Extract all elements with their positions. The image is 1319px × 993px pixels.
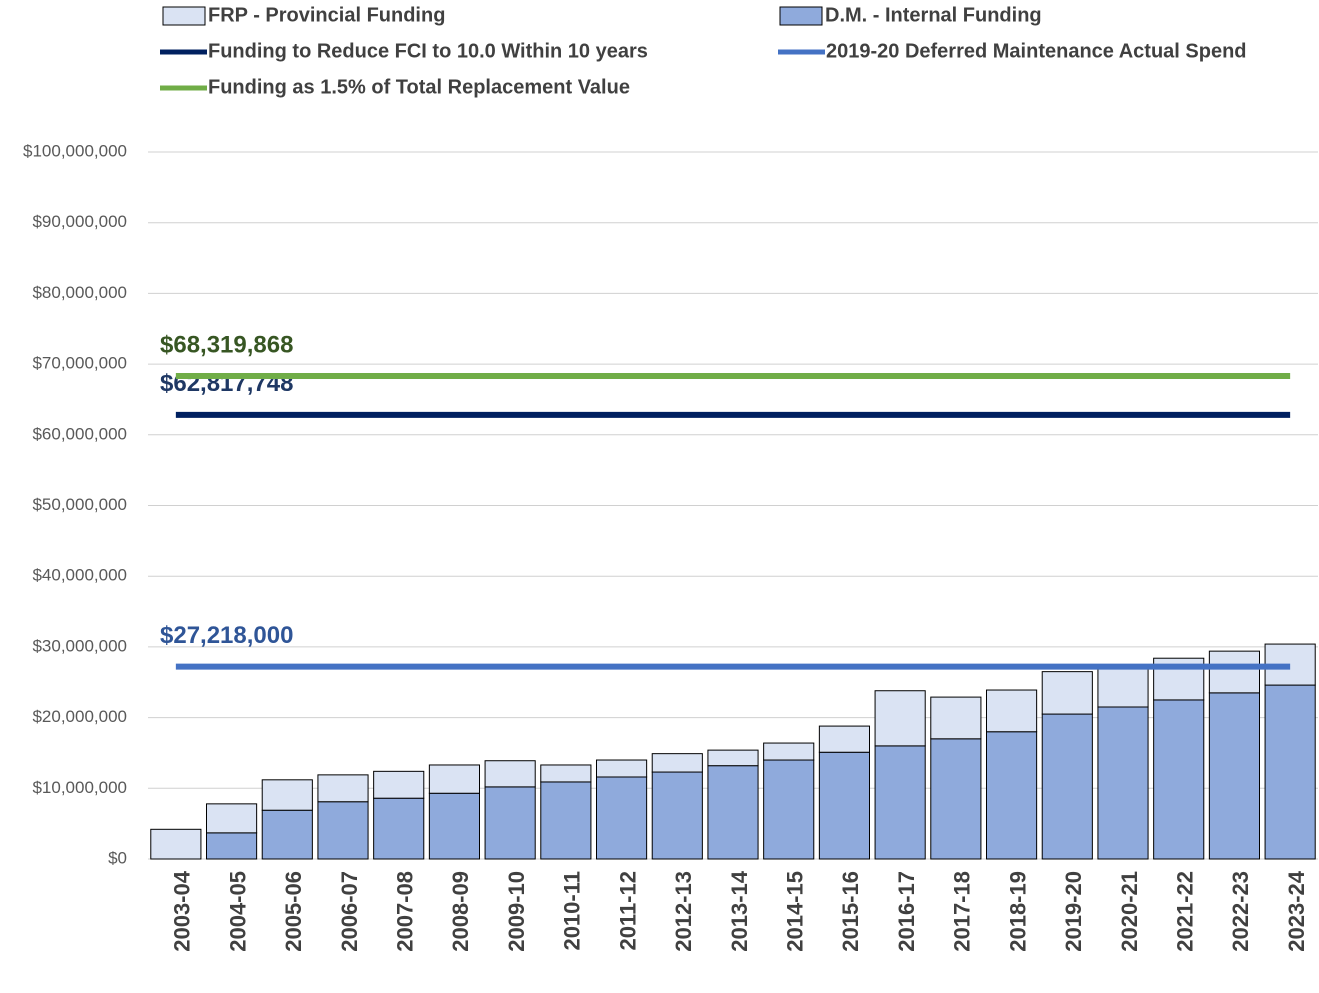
x-tick-label: 2018-19 bbox=[1005, 871, 1030, 952]
y-tick-label: $90,000,000 bbox=[32, 212, 127, 231]
y-tick-label: $50,000,000 bbox=[32, 495, 127, 514]
x-tick-label: 2013-14 bbox=[727, 870, 752, 952]
y-tick-label: $10,000,000 bbox=[32, 778, 127, 797]
y-tick-label: $60,000,000 bbox=[32, 424, 127, 443]
x-tick-label: 2010-11 bbox=[560, 871, 585, 951]
y-tick-label: $0 bbox=[108, 848, 127, 867]
x-tick-label: 2005-06 bbox=[281, 871, 306, 952]
bar-segment bbox=[818, 751, 870, 860]
x-tick-label: 2017-18 bbox=[950, 871, 975, 952]
legend-swatch bbox=[162, 6, 206, 26]
bar-segment bbox=[206, 832, 258, 860]
bar-segment bbox=[1097, 665, 1149, 708]
x-tick-label: 2003-04 bbox=[170, 870, 195, 952]
bar-segment bbox=[428, 792, 481, 860]
legend-label: Funding to Reduce FCI to 10.0 Within 10 … bbox=[208, 40, 648, 62]
bar-segment bbox=[1041, 713, 1093, 860]
bar-segment bbox=[707, 765, 759, 860]
y-tick-label: $70,000,000 bbox=[32, 354, 127, 373]
x-tick-label: 2015-16 bbox=[838, 871, 863, 952]
bar-segment bbox=[651, 753, 703, 773]
bar-segment bbox=[484, 760, 536, 788]
bar-segment bbox=[1208, 692, 1261, 860]
bar-segment bbox=[540, 781, 592, 860]
x-tick-label: 2020-21 bbox=[1117, 871, 1142, 952]
x-tick-label: 2014-15 bbox=[783, 871, 808, 952]
x-tick-label: 2019-20 bbox=[1061, 871, 1086, 952]
bar-segment bbox=[707, 749, 759, 767]
legend-swatch bbox=[779, 6, 823, 26]
x-tick-label: 2007-08 bbox=[393, 871, 418, 952]
bar-segment bbox=[818, 725, 870, 753]
bar-segment bbox=[986, 689, 1038, 733]
x-tick-label: 2023-24 bbox=[1284, 870, 1309, 952]
bar-segment bbox=[317, 774, 369, 803]
bar-segment bbox=[763, 742, 815, 761]
bar-segment bbox=[540, 764, 592, 783]
legend-label: 2019-20 Deferred Maintenance Actual Spen… bbox=[826, 40, 1247, 62]
y-tick-label: $30,000,000 bbox=[32, 636, 127, 655]
bar-segment bbox=[317, 801, 369, 860]
x-tick-label: 2006-07 bbox=[337, 871, 362, 952]
bar-segment bbox=[930, 738, 982, 860]
x-tick-label: 2011-12 bbox=[615, 871, 640, 951]
bar-segment bbox=[373, 770, 425, 799]
bar-segment bbox=[261, 809, 313, 860]
reference-label: $27,218,000 bbox=[160, 622, 293, 649]
bar-segment bbox=[484, 786, 536, 860]
legend-label: D.M. - Internal Funding bbox=[825, 4, 1042, 26]
bar-segment bbox=[1153, 699, 1205, 860]
x-tick-label: 2009-10 bbox=[504, 871, 529, 952]
legend-label: FRP - Provincial Funding bbox=[208, 4, 445, 26]
x-tick-label: 2008-09 bbox=[448, 871, 473, 952]
bar-segment bbox=[1097, 706, 1149, 860]
y-tick-label: $40,000,000 bbox=[32, 566, 127, 585]
x-tick-label: 2022-23 bbox=[1228, 871, 1253, 952]
bar-segment bbox=[596, 759, 648, 778]
bar-segment bbox=[1041, 671, 1093, 715]
x-tick-label: 2016-17 bbox=[894, 871, 919, 952]
legend-label: Funding as 1.5% of Total Replacement Val… bbox=[208, 76, 630, 98]
y-tick-label: $20,000,000 bbox=[32, 707, 127, 726]
x-tick-label: 2012-13 bbox=[671, 871, 696, 952]
bar-segment bbox=[651, 771, 703, 860]
bar-segment bbox=[261, 779, 313, 811]
bar-segment bbox=[986, 731, 1038, 860]
bar-segment bbox=[428, 764, 481, 794]
bar-segment bbox=[1264, 684, 1316, 860]
bar-segment bbox=[874, 745, 926, 860]
bar-segment bbox=[763, 759, 815, 860]
y-tick-label: $100,000,000 bbox=[23, 141, 127, 160]
bar-segment bbox=[596, 776, 648, 860]
bar-segment bbox=[373, 797, 425, 860]
x-tick-label: 2004-05 bbox=[225, 871, 250, 952]
bar-segment bbox=[206, 803, 258, 834]
bar-segment bbox=[150, 828, 202, 860]
bar-segment bbox=[1208, 650, 1261, 694]
bar-segment bbox=[874, 690, 926, 747]
y-tick-label: $80,000,000 bbox=[32, 283, 127, 302]
bar-segment bbox=[930, 696, 982, 740]
reference-label: $68,319,868 bbox=[160, 331, 293, 358]
x-tick-label: 2021-22 bbox=[1173, 871, 1198, 952]
